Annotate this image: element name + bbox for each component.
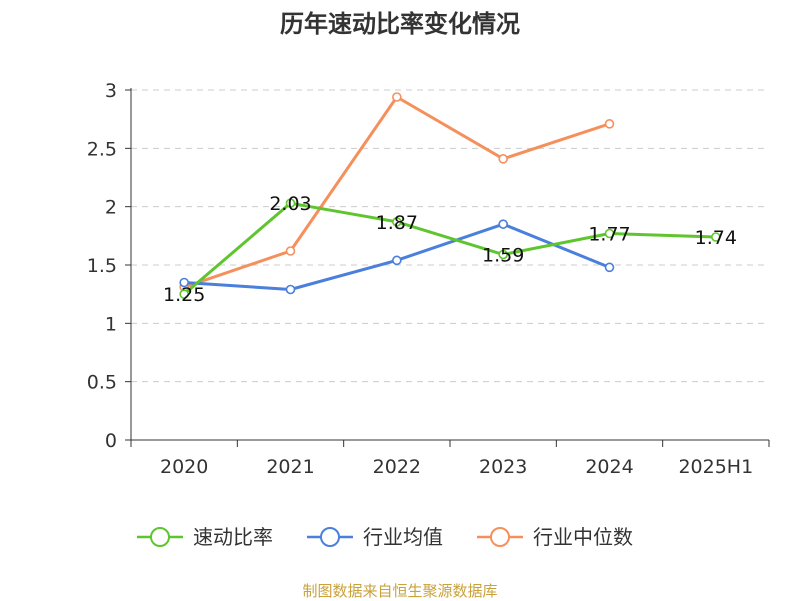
x-tick-label: 2025H1 [678,456,753,478]
x-tick-label: 2021 [266,456,314,478]
data-labels: 1.25 2.03 1.87 1.59 1.77 1.74 [163,193,737,306]
data-point [179,289,189,299]
series-lines [179,92,721,299]
x-tick-label: 2024 [585,456,633,478]
data-label: 1.25 [163,284,205,306]
chart-title: 历年速动比率变化情况 [280,10,520,38]
grid-lines [131,89,769,383]
data-point [392,217,402,227]
y-tick-label: 2 [105,197,117,219]
series-0 [179,198,721,299]
data-label: 1.59 [482,245,524,267]
legend-item-2: 行业中位数 [477,525,633,549]
y-tick-label: 1.5 [87,255,117,277]
legend-label: 行业均值 [363,525,443,549]
legend-marker [320,527,340,547]
series-line [183,201,716,296]
source-note: 制图数据来自恒生聚源数据库 [302,582,498,600]
x-tick-label: 2022 [373,456,421,478]
data-label: 1.74 [695,227,737,249]
legend: 速动比率 行业均值 行业中位数 [137,525,633,549]
axes: 0 0.5 1 1.5 2 2.5 3 2020 2021 2022 2023 2024 2025H1 [87,80,770,478]
y-tick-label: 0.5 [87,372,117,394]
legend-marker [150,527,170,547]
data-label: 1.77 [588,224,630,246]
data-point [498,249,508,260]
legend-item-0: 速动比率 [137,525,273,549]
legend-label: 行业中位数 [533,525,633,549]
legend-label: 速动比率 [193,525,273,549]
data-label: 1.87 [376,212,418,234]
data-point [604,262,615,273]
data-point [392,92,402,102]
x-tick-label: 2023 [479,456,527,478]
legend-item-1: 行业均值 [307,525,443,549]
y-tick-label: 2.5 [87,138,117,160]
data-point [711,232,721,242]
series-1 [179,219,615,295]
data-point [604,119,615,129]
data-point [604,228,615,239]
data-point [285,246,296,256]
data-point [285,198,296,208]
data-point [285,284,296,295]
y-tick-label: 3 [105,80,117,102]
y-tick-label: 0 [105,430,117,452]
data-point [498,219,508,229]
x-tick-label: 2020 [160,456,208,478]
data-point [392,255,402,266]
data-label: 2.03 [269,193,311,215]
data-point [179,277,189,288]
y-tick-label: 1 [105,313,117,335]
legend-marker [490,527,510,547]
data-point [498,154,508,164]
